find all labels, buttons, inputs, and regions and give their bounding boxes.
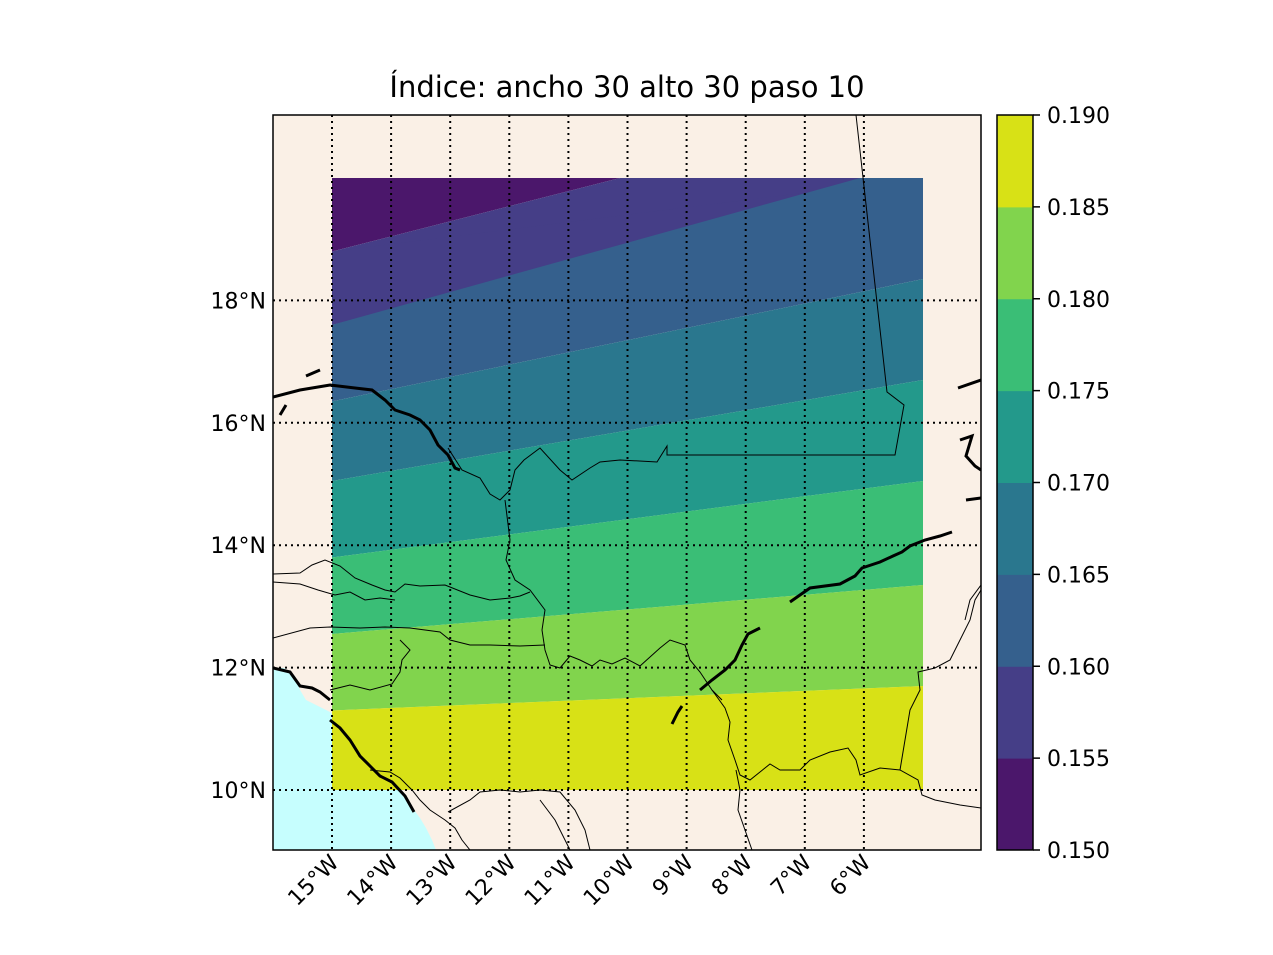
colorbar-tick-label: 0.165 bbox=[1047, 563, 1110, 588]
colorbar-tick-label: 0.150 bbox=[1047, 839, 1110, 864]
colorbar-segment bbox=[997, 482, 1033, 575]
colorbar-segment bbox=[997, 206, 1033, 300]
longitude-label: 6°W bbox=[825, 850, 876, 901]
border-guinea-sierra-leone bbox=[369, 769, 471, 850]
border-sierra-leone-liberia bbox=[447, 789, 591, 850]
latitude-label: 14°N bbox=[211, 534, 266, 559]
coast-inner-delta bbox=[957, 378, 981, 502]
colorbar-tick-label: 0.190 bbox=[1047, 104, 1110, 129]
contour-band-5 bbox=[332, 480, 923, 634]
chart-title: Índice: ancho 30 alto 30 paso 10 bbox=[389, 70, 864, 104]
colorbar-tick-label: 0.170 bbox=[1047, 472, 1110, 497]
border-mali-niger-east bbox=[964, 584, 981, 621]
latitude-label: 12°N bbox=[211, 657, 266, 682]
coast-senegal-river bbox=[273, 383, 461, 472]
latitude-label: 18°N bbox=[211, 289, 266, 314]
longitude-label: 7°W bbox=[766, 850, 817, 901]
coast-niger-river-north bbox=[789, 530, 953, 604]
contour-band-7 bbox=[332, 685, 923, 790]
contour-band-6 bbox=[332, 584, 923, 711]
border-gambia-north bbox=[273, 559, 531, 601]
gridlines bbox=[273, 115, 981, 850]
colorbar-segment bbox=[997, 666, 1033, 759]
colorbar-segment bbox=[997, 390, 1033, 483]
border-liberia bbox=[539, 799, 571, 850]
longitude-label: 15°W bbox=[284, 850, 345, 911]
latitude-label: 10°N bbox=[211, 779, 266, 804]
longitude-label: 14°W bbox=[343, 850, 404, 911]
longitude-labels: 15°W14°W13°W12°W11°W10°W 9°W 8°W 7°W 6°W bbox=[284, 850, 877, 911]
longitude-label: 8°W bbox=[707, 850, 758, 901]
country-borders bbox=[273, 115, 981, 850]
colorbar-tick-label: 0.155 bbox=[1047, 747, 1110, 772]
longitude-label: 12°W bbox=[461, 850, 522, 911]
longitude-label: 9°W bbox=[648, 850, 699, 901]
border-mauritania-mali bbox=[447, 115, 905, 501]
latitude-label: 16°N bbox=[211, 412, 266, 437]
colorbar-segment bbox=[997, 298, 1033, 392]
coast-small-lake bbox=[670, 705, 684, 725]
colorbar-ticks: 0.150 0.155 0.160 0.165 0.170 0.175 0.180 0.185… bbox=[1033, 104, 1110, 864]
border-ivory-coast bbox=[735, 769, 753, 850]
map-frame bbox=[272, 114, 982, 851]
colorbar-segment bbox=[997, 115, 1033, 208]
border-guinea-north bbox=[329, 639, 411, 691]
border-senegal-mali bbox=[504, 499, 723, 701]
coast-guinea bbox=[273, 666, 416, 813]
latitude-labels: 10°N 12°N 14°N 16°N 18°N bbox=[211, 289, 266, 804]
colorbar-tick-label: 0.160 bbox=[1047, 655, 1110, 680]
coastline bbox=[273, 368, 981, 813]
border-gambia-south bbox=[273, 581, 396, 601]
longitude-label: 10°W bbox=[579, 850, 640, 911]
contour-band-4 bbox=[332, 379, 923, 558]
colorbar bbox=[996, 114, 1034, 851]
colorbar-tick-label: 0.175 bbox=[1047, 380, 1110, 405]
colorbar-tick-label: 0.180 bbox=[1047, 288, 1110, 313]
colorbar-segment bbox=[997, 758, 1033, 851]
coast-niger-river-south bbox=[699, 626, 761, 692]
border-guinea-mali bbox=[711, 689, 981, 809]
coast-islands bbox=[278, 368, 321, 416]
colorbar-segment bbox=[997, 574, 1033, 667]
colorbar-tick-label: 0.185 bbox=[1047, 196, 1110, 221]
longitude-label: 13°W bbox=[402, 850, 463, 911]
longitude-label: 11°W bbox=[520, 850, 581, 911]
border-guinea-bissau bbox=[273, 626, 546, 647]
map-area[interactable] bbox=[273, 115, 981, 850]
contour-bands bbox=[332, 178, 923, 790]
